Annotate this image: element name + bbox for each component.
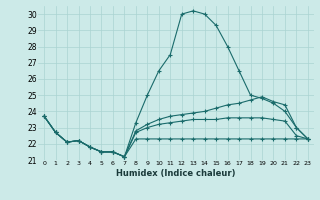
X-axis label: Humidex (Indice chaleur): Humidex (Indice chaleur) — [116, 169, 236, 178]
